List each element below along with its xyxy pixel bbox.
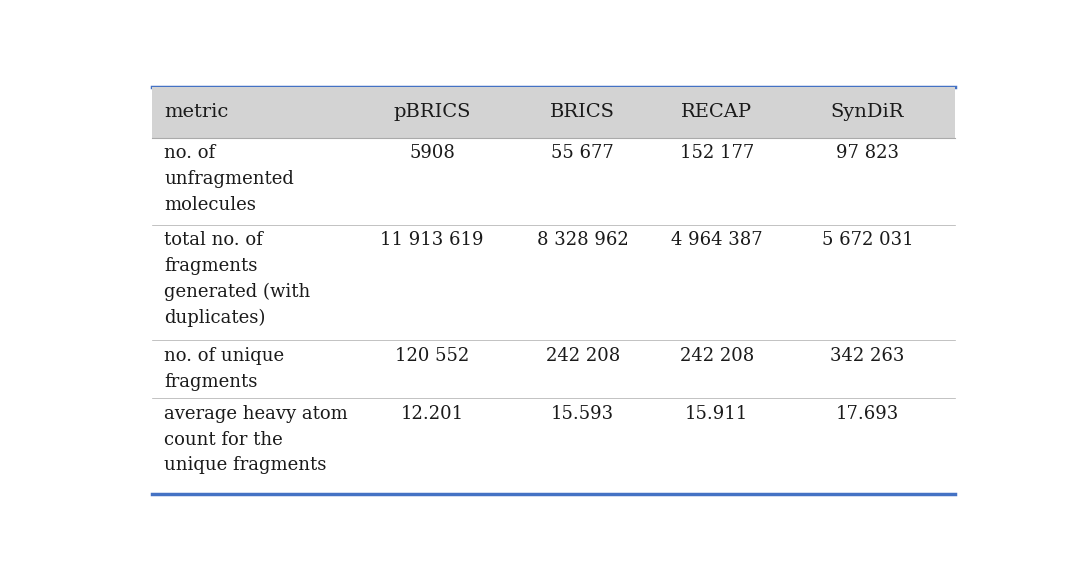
Text: 4 964 387: 4 964 387 <box>671 231 762 249</box>
Text: pBRICS: pBRICS <box>393 103 471 121</box>
Text: 342 263: 342 263 <box>831 347 905 365</box>
Text: RECAP: RECAP <box>681 103 753 121</box>
Text: 12.201: 12.201 <box>401 405 463 423</box>
Text: no. of unique
fragments: no. of unique fragments <box>164 347 284 390</box>
Text: 242 208: 242 208 <box>545 347 620 365</box>
Text: metric: metric <box>164 103 229 121</box>
Text: average heavy atom
count for the
unique fragments: average heavy atom count for the unique … <box>164 405 348 474</box>
Text: 11 913 619: 11 913 619 <box>380 231 484 249</box>
Bar <box>151 87 956 137</box>
Text: 5 672 031: 5 672 031 <box>822 231 914 249</box>
Text: total no. of
fragments
generated (with
duplicates): total no. of fragments generated (with d… <box>164 231 311 327</box>
Text: 55 677: 55 677 <box>552 144 615 162</box>
Text: 152 177: 152 177 <box>679 144 754 162</box>
Text: no. of
unfragmented
molecules: no. of unfragmented molecules <box>164 144 294 214</box>
Text: 120 552: 120 552 <box>395 347 469 365</box>
Text: 15.911: 15.911 <box>685 405 748 423</box>
Text: 15.593: 15.593 <box>551 405 615 423</box>
Text: 242 208: 242 208 <box>679 347 754 365</box>
Text: BRICS: BRICS <box>551 103 616 121</box>
Text: 17.693: 17.693 <box>836 405 899 423</box>
Text: SynDiR: SynDiR <box>831 103 904 121</box>
Text: 8 328 962: 8 328 962 <box>537 231 629 249</box>
Text: 97 823: 97 823 <box>836 144 899 162</box>
Text: 5908: 5908 <box>409 144 455 162</box>
